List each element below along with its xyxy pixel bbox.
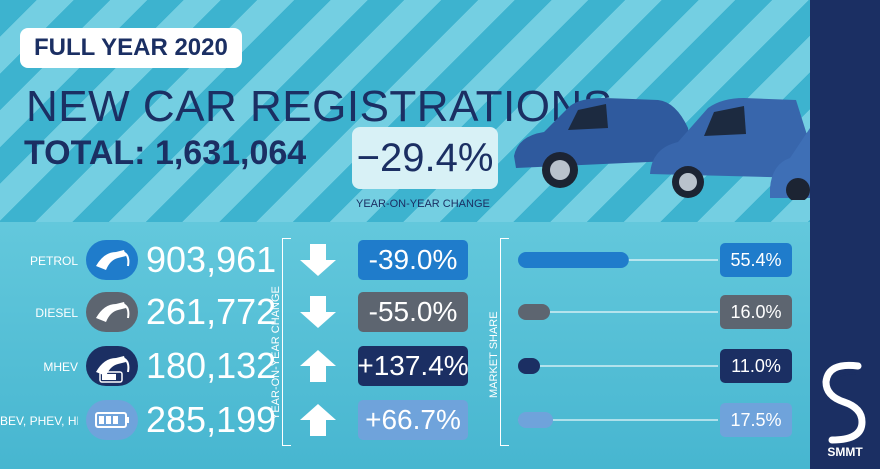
market-share-value: 17.5% [720,403,792,437]
share-bracket [500,238,509,446]
pump-and-battery-icon [86,346,138,386]
smmt-logo: SMMT [822,361,866,459]
yoy-change-value: -39.0% [358,240,468,280]
total-value: 1,631,064 [154,134,307,172]
yoy-change-value: +66.7% [358,400,468,440]
share-bar [518,252,629,268]
market-share-chart [518,252,718,428]
arrow-up-icon [296,346,340,386]
total-yoy-label: YEAR-ON-YEAR CHANGE [356,198,490,210]
battery-icon [86,400,138,440]
market-share-value: 55.4% [720,243,792,277]
brand-sidebar [810,0,880,469]
fuel-type-label: PETROL [29,254,78,268]
share-bar [518,304,550,320]
yoy-change-value: -55.0% [358,292,468,332]
share-bar [518,412,553,428]
yoy-change-value: +137.4% [357,346,469,386]
yoy-axis-label: YEAR-ON-YEAR CHANGE [270,286,282,420]
market-share-value: 16.0% [720,295,792,329]
period-badge: FULL YEAR 2020 [20,28,242,68]
share-axis-label: MARKET SHARE [488,311,500,398]
registrations-value: 261,772 [146,291,277,332]
market-share-value: 11.0% [720,349,792,383]
fuel-type-label: BEV, PHEV, HEV [0,414,78,428]
registrations-value: 903,961 [146,239,277,280]
page-title: NEW CAR REGISTRATIONS [26,82,613,131]
total-yoy-change: −29.4% [352,127,498,189]
fuel-type-label: MHEV [43,360,78,374]
car-icon [650,98,808,198]
registrations-value: 180,132 [146,345,277,386]
fuel-type-label: DIESEL [35,306,78,320]
total-label: TOTAL: [24,134,146,172]
yoy-bracket [282,238,291,446]
arrow-down-icon [296,292,340,332]
cars-illustration [514,98,810,200]
fuel-pump-icon [86,240,138,280]
fuel-pump-icon [86,292,138,332]
registrations-value: 285,199 [146,399,277,440]
arrow-up-icon [296,400,340,440]
car-icon [514,98,692,188]
brand-name: SMMT [827,445,863,459]
total-registrations: TOTAL: 1,631,064 [24,134,306,173]
arrow-down-icon [296,240,340,280]
share-bar [518,358,540,374]
car-icon [770,128,810,200]
